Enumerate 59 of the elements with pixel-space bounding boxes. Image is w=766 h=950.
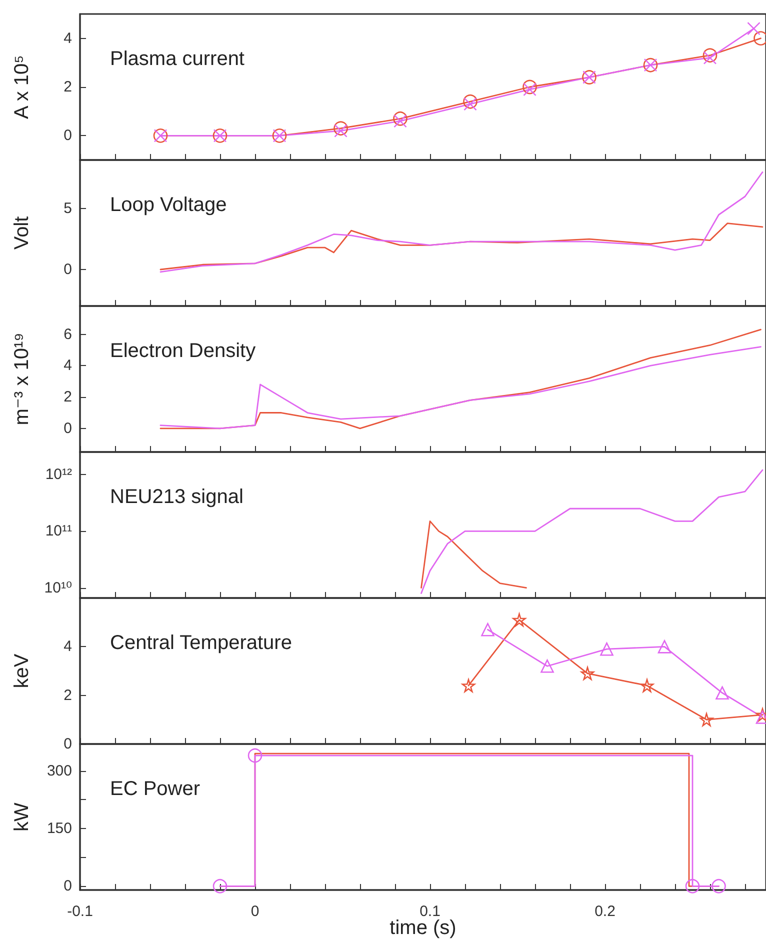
point bbox=[463, 94, 478, 109]
point bbox=[702, 48, 718, 63]
y-tick-label: 10¹⁰ bbox=[44, 579, 72, 596]
y-tick-label: 2 bbox=[64, 78, 72, 96]
y-tick-label: 4 bbox=[64, 357, 72, 374]
line-series bbox=[420, 520, 527, 588]
y-tick-label: 10¹² bbox=[45, 466, 72, 484]
line-series bbox=[420, 469, 764, 594]
point bbox=[393, 111, 408, 126]
point bbox=[334, 121, 348, 136]
x-tick-label: 0.1 bbox=[420, 903, 440, 920]
text: Central Temperature bbox=[110, 632, 292, 654]
y-axis-title: m⁻³ x 10¹⁹ bbox=[11, 332, 33, 426]
text: Electron Density bbox=[110, 340, 256, 362]
line-series bbox=[160, 222, 764, 270]
y-tick-label: 5 bbox=[64, 200, 72, 218]
y-tick-label: 4 bbox=[64, 638, 72, 656]
point bbox=[580, 666, 594, 680]
y-tick-label: 0 bbox=[64, 261, 72, 278]
point bbox=[523, 82, 536, 96]
point bbox=[640, 678, 654, 692]
point bbox=[716, 686, 729, 700]
point bbox=[464, 97, 477, 111]
y-axis-title: Volt bbox=[11, 216, 33, 250]
text: Loop Voltage bbox=[110, 194, 227, 216]
point bbox=[658, 640, 672, 654]
point bbox=[522, 80, 537, 94]
y-tick-label: 0 bbox=[64, 878, 72, 895]
point bbox=[334, 124, 348, 138]
text: NEU213 signal bbox=[110, 486, 244, 508]
point bbox=[481, 622, 494, 636]
y-axis-title: kW bbox=[11, 802, 33, 832]
y-axis-title: A x 10⁵ bbox=[11, 55, 33, 119]
point bbox=[462, 678, 476, 692]
y-tick-label: 0 bbox=[64, 420, 72, 437]
y-tick-label: 150 bbox=[46, 820, 72, 838]
text: EC Power bbox=[110, 778, 200, 800]
x-tick-label: 0 bbox=[250, 903, 260, 920]
point bbox=[600, 642, 614, 656]
line-series bbox=[160, 171, 764, 273]
point bbox=[540, 659, 554, 673]
y-tick-label: 0 bbox=[64, 127, 72, 144]
y-tick-label: 10¹¹ bbox=[45, 522, 72, 540]
point bbox=[394, 114, 407, 128]
y-tick-label: 0 bbox=[64, 736, 72, 752]
x-tick-label: 0.2 bbox=[594, 903, 616, 920]
y-tick-label: 4 bbox=[64, 30, 72, 47]
y-tick-label: 2 bbox=[64, 686, 72, 704]
point bbox=[700, 713, 714, 726]
x-tick-label: -0.1 bbox=[67, 903, 93, 920]
x-axis-title: time (s) bbox=[390, 917, 456, 939]
text: Plasma current bbox=[110, 48, 245, 70]
point bbox=[512, 613, 526, 627]
point bbox=[703, 51, 717, 64]
y-axis-title: keV bbox=[11, 653, 33, 688]
y-tick-label: 300 bbox=[46, 762, 72, 780]
y-tick-label: 2 bbox=[64, 388, 72, 406]
y-tick-label: 6 bbox=[64, 326, 72, 343]
point bbox=[747, 22, 760, 36]
